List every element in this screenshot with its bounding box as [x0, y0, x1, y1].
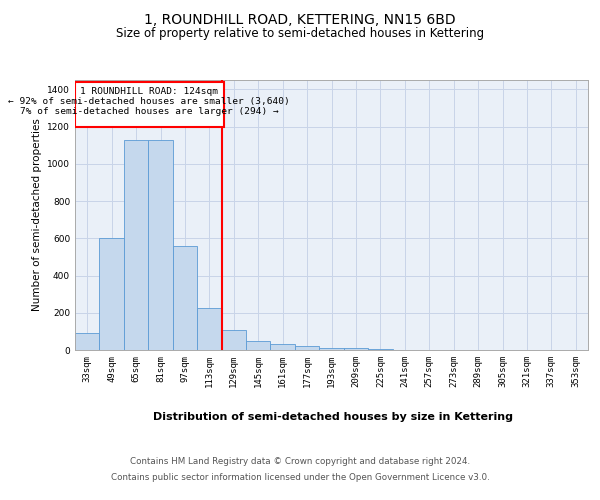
Text: ← 92% of semi-detached houses are smaller (3,640): ← 92% of semi-detached houses are smalle…	[8, 97, 290, 106]
Bar	[221, 330, 246, 350]
Bar	[319, 348, 344, 350]
Bar	[75, 82, 224, 128]
Text: 1 ROUNDHILL ROAD: 124sqm: 1 ROUNDHILL ROAD: 124sqm	[80, 86, 218, 96]
Text: Size of property relative to semi-detached houses in Kettering: Size of property relative to semi-detach…	[116, 28, 484, 40]
Text: 7% of semi-detached houses are larger (294) →: 7% of semi-detached houses are larger (2…	[20, 107, 278, 116]
Bar	[368, 349, 392, 350]
Bar	[246, 340, 271, 350]
Text: 1, ROUNDHILL ROAD, KETTERING, NN15 6BD: 1, ROUNDHILL ROAD, KETTERING, NN15 6BD	[144, 12, 456, 26]
Bar	[100, 238, 124, 350]
Bar	[148, 140, 173, 350]
Bar	[75, 333, 100, 350]
Bar	[124, 140, 148, 350]
Bar	[197, 308, 221, 350]
Text: Distribution of semi-detached houses by size in Kettering: Distribution of semi-detached houses by …	[153, 412, 513, 422]
Text: Contains public sector information licensed under the Open Government Licence v3: Contains public sector information licen…	[110, 472, 490, 482]
Bar	[295, 346, 319, 350]
Bar	[344, 348, 368, 350]
Y-axis label: Number of semi-detached properties: Number of semi-detached properties	[32, 118, 41, 312]
Bar	[173, 246, 197, 350]
Text: Contains HM Land Registry data © Crown copyright and database right 2024.: Contains HM Land Registry data © Crown c…	[130, 458, 470, 466]
Bar	[271, 344, 295, 350]
